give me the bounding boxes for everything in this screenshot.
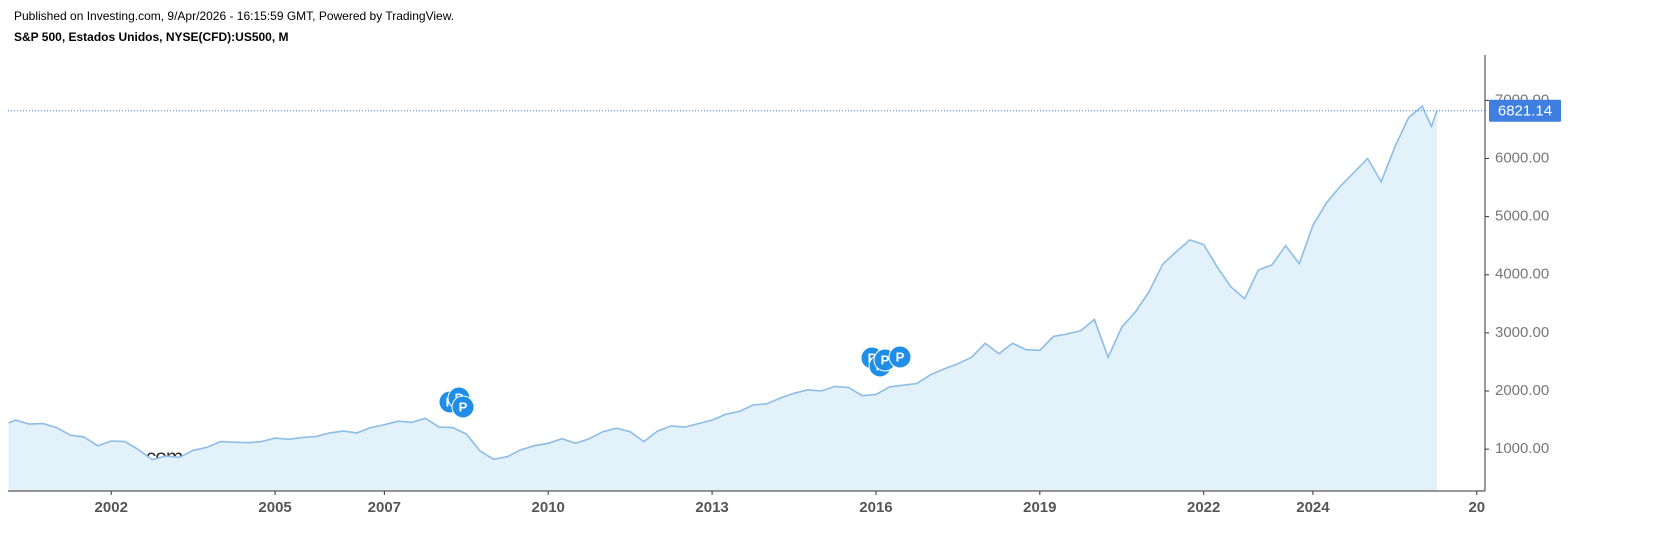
x-tick-label: 20 [1468, 499, 1485, 516]
x-tick-label: 2005 [258, 499, 291, 516]
x-tick-label: 2024 [1296, 499, 1330, 516]
event-marker [888, 345, 912, 369]
y-tick-label: 3000.00 [1495, 324, 1549, 341]
y-tick-label: 1000.00 [1495, 440, 1549, 457]
x-tick-label: 2016 [859, 499, 892, 516]
x-tick-label: 2002 [95, 499, 128, 516]
price-line [8, 104, 1438, 461]
y-tick-label: 5000.00 [1495, 208, 1549, 225]
last-value-badge [1489, 99, 1561, 122]
event-marker [451, 395, 475, 419]
y-tick-label: 6000.00 [1495, 149, 1549, 166]
area-fill [8, 106, 1437, 491]
x-tick-label: 2010 [532, 499, 565, 516]
x-tick-label: 2007 [368, 499, 401, 516]
x-tick-label: 2022 [1187, 499, 1220, 516]
y-tick-label: 4000.00 [1495, 266, 1549, 283]
y-tick-label: 2000.00 [1495, 382, 1549, 399]
x-tick-label: 2019 [1023, 499, 1056, 516]
event-marker-label: P [881, 352, 890, 367]
event-marker-label: P [459, 399, 468, 414]
event-marker-label: P [896, 349, 905, 364]
x-tick-label: 2013 [695, 499, 728, 516]
last-value-label: 6821.14 [1498, 103, 1552, 120]
header: Published on Investing.com, 9/Apr/2026 -… [14, 9, 454, 23]
chart-title: S&P 500, Estados Unidos, NYSE(CFD):US500… [14, 30, 289, 44]
